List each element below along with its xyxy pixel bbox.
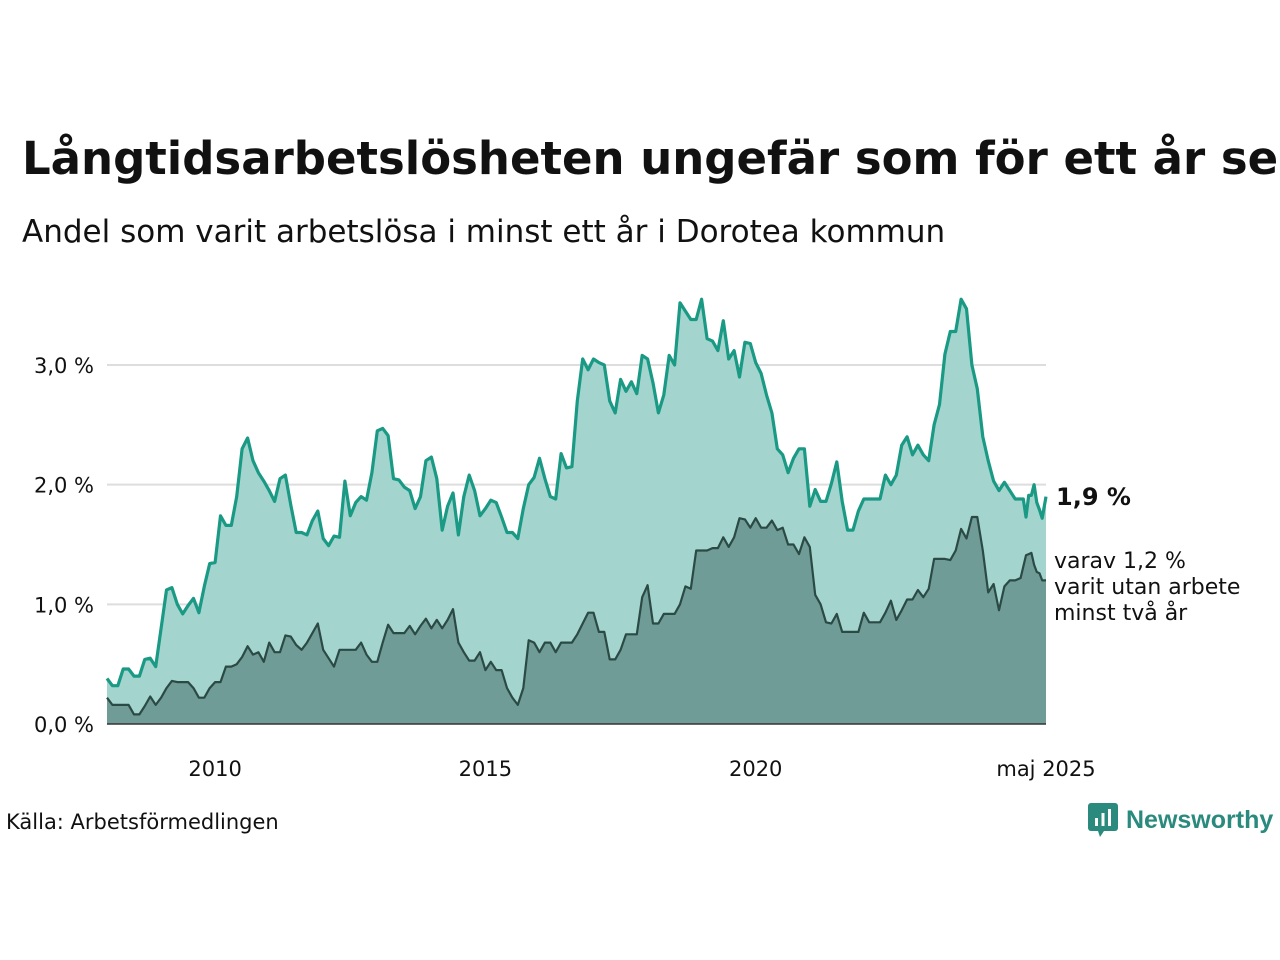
x-tick-label: 2015 bbox=[459, 757, 512, 781]
axes: 0,0 % 1,0 % 2,0 % 3,0 % 2010 2015 2020 maj 2025 bbox=[34, 354, 1096, 781]
y-tick-label: 0,0 % bbox=[34, 713, 94, 737]
source-text: Källa: Arbetsförmedlingen bbox=[6, 810, 279, 834]
x-tick-label: 2010 bbox=[188, 757, 241, 781]
newsworthy-logo-icon bbox=[1088, 803, 1118, 837]
annotation-twoyear-line-3: minst två år bbox=[1054, 600, 1188, 626]
brand-name: Newsworthy bbox=[1126, 805, 1274, 834]
chart-areas bbox=[105, 297, 1048, 724]
annotation-last-total: 1,9 % bbox=[1056, 483, 1131, 511]
y-tick-label: 2,0 % bbox=[34, 474, 94, 498]
chart-subtitle: Andel som varit arbetslösa i minst ett å… bbox=[22, 214, 946, 250]
x-tick-label: maj 2025 bbox=[996, 757, 1095, 781]
brand-logo[interactable]: Newsworthy bbox=[1088, 803, 1273, 837]
x-tick-label: 2020 bbox=[729, 757, 782, 781]
chart-title: Långtidsarbetslösheten ungefär som för e… bbox=[22, 132, 1280, 185]
annotation-twoyear-line-1: varav 1,2 % bbox=[1054, 549, 1186, 574]
y-tick-label: 1,0 % bbox=[34, 593, 94, 617]
annotation-twoyear-line-2: varit utan arbete bbox=[1054, 575, 1240, 600]
series-minst-tva-ar-line bbox=[106, 515, 1046, 716]
series-minst-ett-ar-line bbox=[105, 297, 1048, 688]
annotations: 1,9 % varav 1,2 % varit utan arbete mins… bbox=[1054, 483, 1240, 626]
y-tick-label: 3,0 % bbox=[34, 354, 94, 378]
